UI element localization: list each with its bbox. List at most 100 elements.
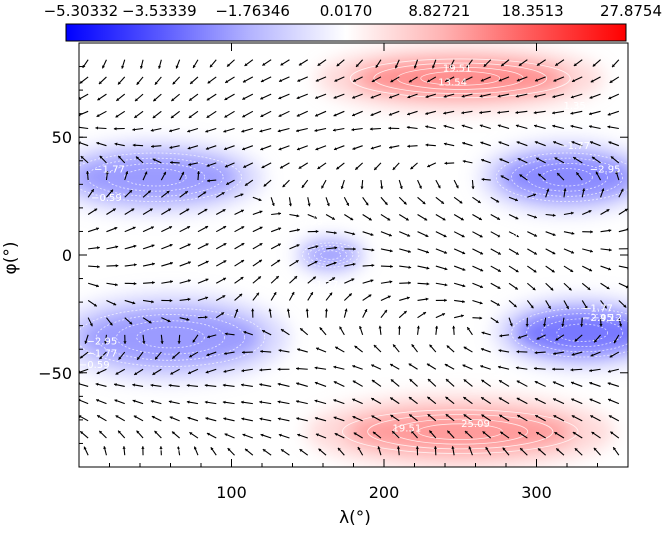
- wind-vector-head: [281, 329, 285, 333]
- wind-vector-head: [388, 112, 392, 116]
- wind-vector-head: [223, 243, 227, 246]
- wind-vector-head: [571, 141, 575, 145]
- wind-vector-head: [418, 185, 422, 189]
- wind-vector-head: [397, 325, 402, 329]
- wind-vector-head: [351, 128, 355, 132]
- wind-vector-head: [462, 141, 466, 145]
- wind-vector-head: [352, 232, 356, 236]
- wind-vector-head: [205, 226, 209, 229]
- wind-vector-head: [298, 165, 302, 169]
- wind-vector-head: [206, 97, 210, 101]
- wind-vector-head: [206, 114, 210, 118]
- contour-label: −0.59: [491, 233, 522, 244]
- wind-vector-head: [497, 216, 501, 220]
- wind-vector-head: [262, 330, 266, 333]
- wind-vector-head: [299, 449, 303, 452]
- wind-vector-head: [189, 432, 193, 436]
- wind-vector-head: [480, 141, 484, 145]
- wind-vector-head: [496, 302, 500, 306]
- wind-vector-head: [555, 337, 559, 341]
- wind-vector-head: [352, 415, 356, 419]
- wind-vector-head: [426, 266, 430, 270]
- wind-vector-head: [608, 228, 612, 233]
- wind-vector-head: [516, 380, 520, 384]
- wind-vector-head: [241, 383, 244, 387]
- wind-vector-head: [553, 78, 557, 82]
- wind-vector-head: [331, 216, 335, 220]
- wind-vector-head: [463, 414, 467, 418]
- wind-vector-head: [481, 177, 485, 182]
- wind-vector-head: [407, 95, 411, 99]
- wind-vector-head: [169, 226, 173, 230]
- wind-vector-head: [84, 340, 88, 344]
- wind-vector-head: [318, 448, 322, 452]
- wind-vector-head: [513, 304, 517, 308]
- wind-vector-head: [240, 277, 244, 280]
- wind-vector-head: [390, 363, 394, 367]
- wind-vector-head: [241, 350, 245, 354]
- wind-vector-head: [370, 146, 374, 150]
- wind-vector-head: [80, 355, 83, 359]
- wind-vector-head: [446, 345, 450, 349]
- wind-vector-head: [242, 147, 246, 151]
- wind-vector-head: [497, 110, 501, 115]
- wind-vector-head: [204, 383, 208, 388]
- colorbar-tick-label: −5.30332: [43, 2, 119, 20]
- wind-vector-head: [624, 208, 628, 212]
- wind-vector-head: [427, 164, 431, 168]
- wind-vector-head: [310, 292, 313, 296]
- wind-vector-head: [463, 397, 467, 400]
- wind-vector-head: [415, 446, 419, 449]
- wind-vector-head: [445, 414, 449, 418]
- wind-vector-head: [613, 340, 617, 344]
- wind-vector-head: [553, 398, 557, 402]
- wind-vector-head: [97, 415, 101, 419]
- contour-lines: [79, 58, 628, 454]
- wind-vector-head: [95, 126, 99, 130]
- wind-vector-head: [188, 162, 192, 166]
- wind-vector-head: [396, 446, 401, 449]
- wind-vector-head: [587, 287, 591, 290]
- wind-vector-head: [444, 298, 447, 302]
- y-tick-label: 50: [52, 128, 72, 147]
- wind-vector-head: [297, 433, 301, 437]
- wind-vector-head: [408, 79, 412, 83]
- wind-vector-head: [298, 62, 302, 66]
- contour-ring: [79, 307, 266, 367]
- wind-vector-head: [333, 261, 337, 265]
- wind-vector-head: [260, 114, 264, 118]
- wind-vector-head: [535, 78, 539, 82]
- wind-vector-head: [495, 320, 499, 323]
- wind-vector-head: [520, 448, 524, 452]
- contour-ring: [79, 152, 243, 202]
- contour-ring: [301, 242, 360, 268]
- y-tick-label: −50: [38, 364, 72, 383]
- wind-vector-head: [188, 371, 192, 375]
- wind-vector-head: [481, 397, 485, 401]
- wind-vector-head: [607, 112, 611, 116]
- wind-vector-head: [571, 352, 575, 356]
- wind-vector-head: [99, 155, 103, 159]
- wind-vector-head: [443, 142, 447, 146]
- wind-vector-head: [410, 166, 414, 170]
- wind-vector-head: [93, 303, 97, 307]
- wind-vector-head: [102, 65, 105, 69]
- wind-vector-head: [286, 308, 290, 312]
- wind-vector-head: [114, 226, 118, 230]
- wind-vector-head: [313, 215, 317, 219]
- wind-vector-head: [425, 111, 429, 115]
- wind-vectors: [79, 59, 628, 456]
- wind-vector-head: [481, 414, 485, 418]
- wind-vector-head: [205, 243, 209, 247]
- wind-vector-head: [595, 171, 599, 175]
- wind-vector-head: [449, 65, 453, 69]
- wind-vector-head: [118, 430, 121, 434]
- wind-vector-head: [434, 325, 439, 329]
- wind-vector-head: [244, 182, 248, 186]
- wind-vector-head: [150, 226, 154, 230]
- wind-vector: [618, 265, 628, 269]
- wind-vector-head: [352, 364, 356, 369]
- wind-vector-head: [576, 172, 580, 176]
- wind-vector-head: [160, 341, 164, 344]
- wind-vector-head: [358, 325, 363, 329]
